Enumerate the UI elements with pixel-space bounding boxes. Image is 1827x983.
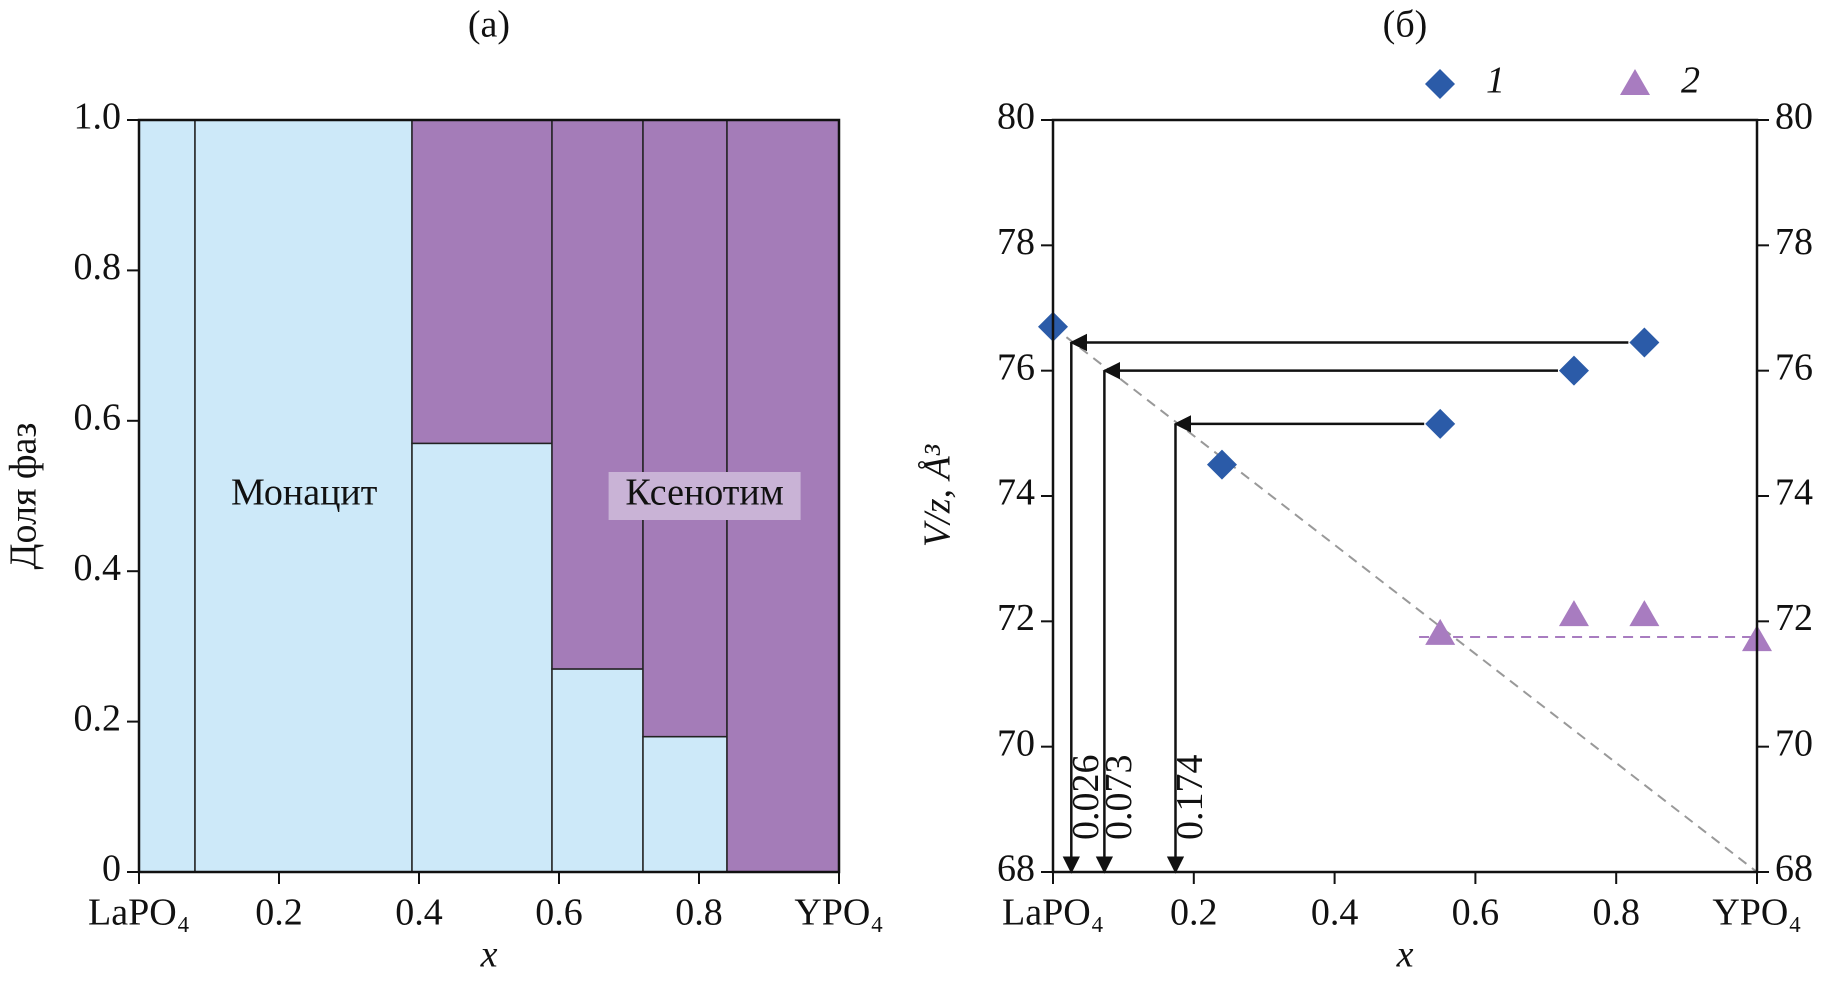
point-diamond [1558, 355, 1589, 386]
point-triangle [1629, 600, 1660, 627]
x-tick-label: 0.2 [1170, 892, 1218, 934]
point-diamond [1629, 327, 1660, 358]
bar-segment [138, 119, 196, 873]
y2-tick-label: 76 [1775, 346, 1813, 388]
y-tick-label: 68 [997, 848, 1035, 890]
point-diamond [1425, 69, 1455, 99]
bar-segment [411, 442, 553, 873]
x-tick-label: 0.8 [675, 892, 723, 934]
y2-tick-label: 74 [1775, 472, 1813, 514]
bar-segment [551, 668, 644, 873]
point-triangle [1425, 618, 1456, 645]
x-tick-label: YPO₄ [794, 892, 883, 934]
y-tick-label: 76 [997, 346, 1035, 388]
point-triangle [1620, 69, 1650, 95]
x-tick-label: LaPO₄ [1002, 892, 1104, 934]
legend-label: 1 [1486, 60, 1505, 102]
region-label: Ксенотим [625, 472, 783, 514]
region-label: Монацит [231, 472, 378, 514]
x-tick-label: 0.6 [1452, 892, 1500, 934]
y-tick-label: 72 [997, 597, 1035, 639]
x-axis-label: x [480, 934, 498, 976]
arrow-label: 0.073 [1098, 755, 1140, 841]
y-tick-label: 0.6 [74, 397, 122, 439]
x-tick-label: 0.6 [535, 892, 583, 934]
y-tick-label: 0.4 [74, 547, 122, 589]
y2-tick-label: 68 [1775, 848, 1813, 890]
x-tick-label: 0.4 [395, 892, 443, 934]
point-diamond [1425, 408, 1456, 439]
reference-line [1052, 326, 1758, 873]
y-tick-label: 0.2 [74, 697, 122, 739]
bar-segment [642, 735, 728, 873]
label-background [608, 472, 801, 520]
bar-segment [411, 119, 553, 445]
x-tick-label: LaPO₄ [88, 892, 190, 934]
x-tick-label: 0.2 [255, 892, 303, 934]
bar-segment [551, 119, 644, 670]
panel-title: (a) [468, 4, 510, 46]
y-tick-label: 74 [997, 472, 1035, 514]
y2-tick-label: 72 [1775, 597, 1813, 639]
x-tick-label: 0.4 [1311, 892, 1359, 934]
x-axis-label: x [1396, 934, 1414, 976]
bar-segment [642, 119, 728, 738]
point-triangle [1558, 600, 1589, 627]
x-tick-label: 0.8 [1592, 892, 1640, 934]
y-axis-label: V/z, Å³ [917, 444, 959, 547]
y-tick-label: 0.8 [74, 246, 122, 288]
y2-tick-label: 78 [1775, 221, 1813, 263]
y-tick-label: 0 [102, 848, 121, 890]
y-tick-label: 78 [997, 221, 1035, 263]
y2-tick-label: 70 [1775, 722, 1813, 764]
y2-tick-label: 80 [1775, 96, 1813, 138]
y-tick-label: 1.0 [74, 96, 122, 138]
point-diamond [1206, 449, 1237, 480]
y-tick-label: 80 [997, 96, 1035, 138]
panel-title: (б) [1383, 4, 1428, 46]
legend-label: 2 [1681, 60, 1700, 102]
bar-segment [194, 119, 413, 873]
arrow-label: 0.026 [1065, 755, 1107, 841]
y-tick-label: 70 [997, 722, 1035, 764]
x-tick-label: YPO₄ [1712, 892, 1801, 934]
y-axis-label: Доля фаз [3, 423, 45, 570]
arrow-label: 0.174 [1169, 755, 1211, 841]
plot-frame [1051, 118, 1759, 874]
plot-frame [137, 118, 841, 874]
